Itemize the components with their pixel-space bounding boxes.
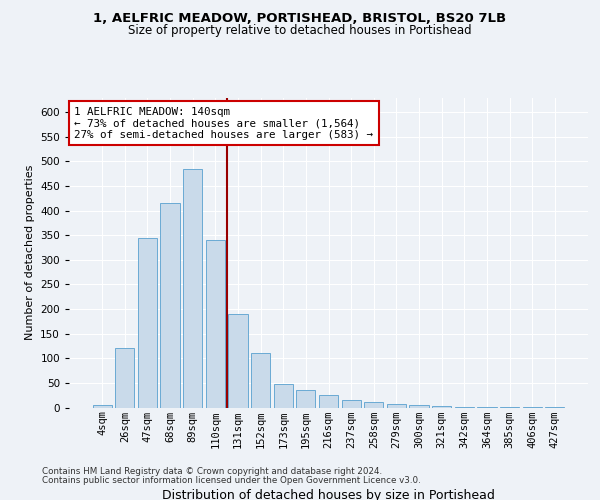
Text: Contains public sector information licensed under the Open Government Licence v3: Contains public sector information licen… [42, 476, 421, 485]
Bar [296, 390, 316, 407]
Y-axis label: Number of detached properties: Number of detached properties [25, 165, 35, 340]
Bar [364, 402, 383, 407]
Bar [409, 404, 428, 407]
Bar [274, 384, 293, 407]
Bar [183, 169, 202, 408]
Bar [115, 348, 134, 408]
Text: Size of property relative to detached houses in Portishead: Size of property relative to detached ho… [128, 24, 472, 37]
Bar [455, 406, 474, 408]
Bar [387, 404, 406, 407]
Bar [319, 395, 338, 407]
Bar [341, 400, 361, 407]
Bar [229, 314, 248, 408]
Bar [160, 204, 180, 408]
Text: 1, AELFRIC MEADOW, PORTISHEAD, BRISTOL, BS20 7LB: 1, AELFRIC MEADOW, PORTISHEAD, BRISTOL, … [94, 12, 506, 26]
Bar [92, 405, 112, 407]
Bar [138, 238, 157, 408]
Bar [206, 240, 225, 408]
Bar [432, 406, 451, 407]
X-axis label: Distribution of detached houses by size in Portishead: Distribution of detached houses by size … [162, 490, 495, 500]
Bar [251, 354, 270, 408]
Text: Contains HM Land Registry data © Crown copyright and database right 2024.: Contains HM Land Registry data © Crown c… [42, 467, 382, 476]
Text: 1 AELFRIC MEADOW: 140sqm
← 73% of detached houses are smaller (1,564)
27% of sem: 1 AELFRIC MEADOW: 140sqm ← 73% of detach… [74, 107, 373, 140]
